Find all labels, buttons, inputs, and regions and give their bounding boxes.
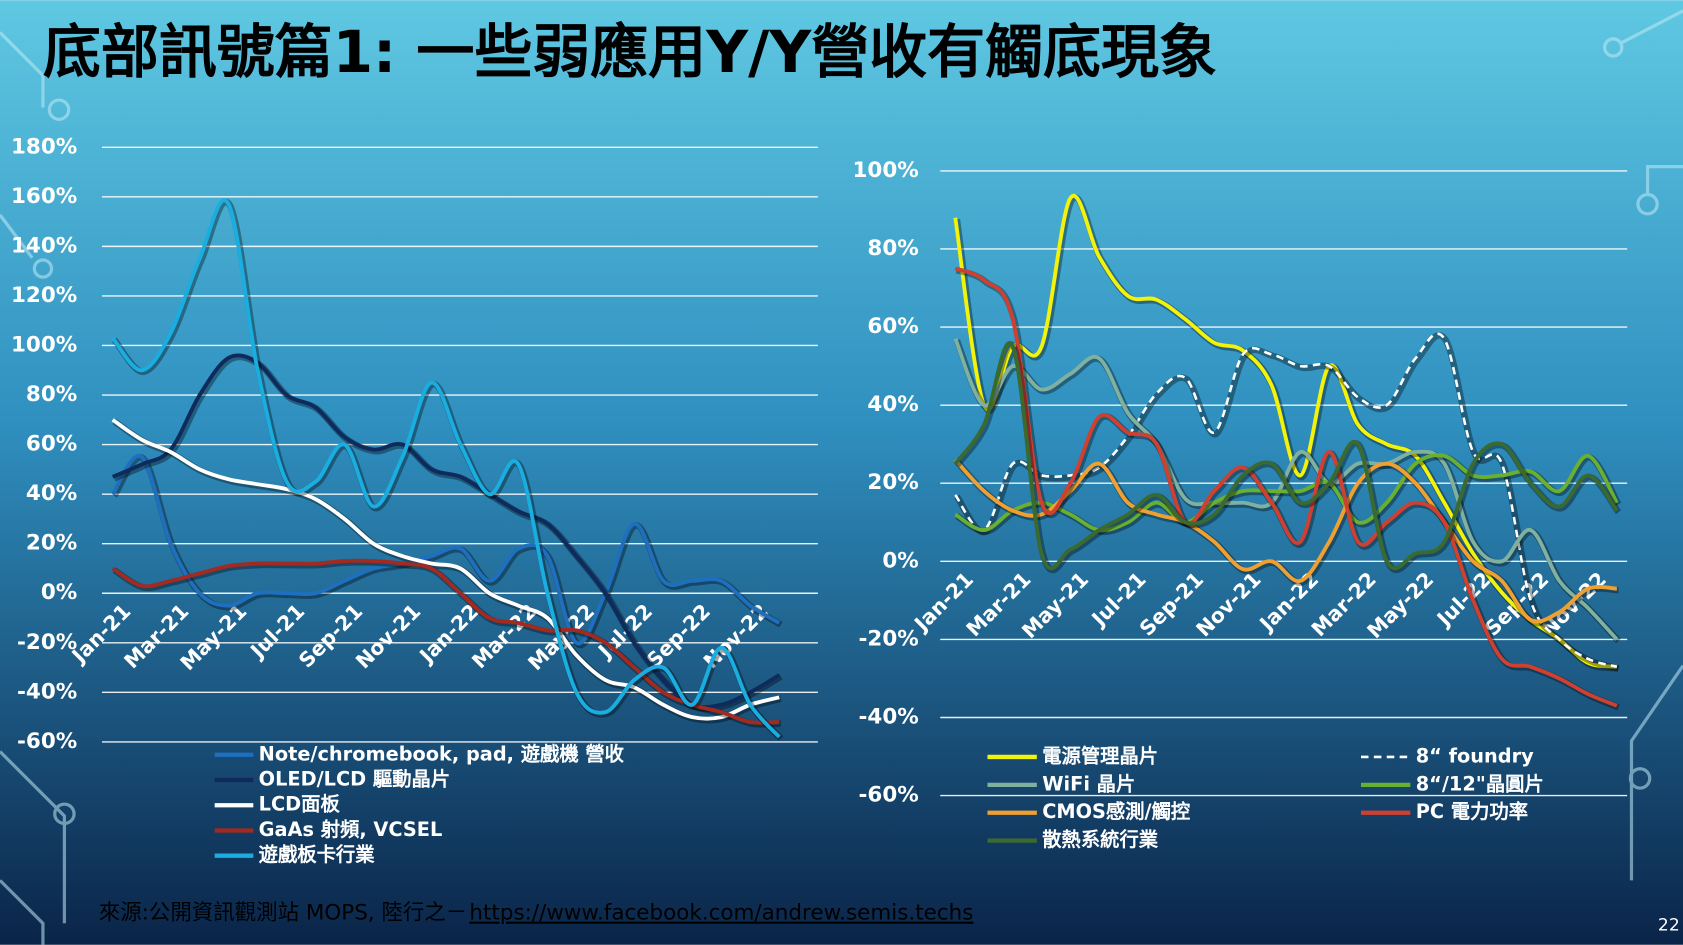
- series-line: [954, 453, 1619, 533]
- line-shadow: [953, 339, 1621, 644]
- legend-label: 8“/12"晶圓片: [1416, 772, 1544, 795]
- y-tick-label: 100%: [11, 332, 77, 357]
- y-tick-label: -40%: [17, 679, 77, 704]
- y-tick-label: 20%: [867, 470, 918, 495]
- slide-title: 底部訊號篇1: 一些弱應用Y/Y營收有觸底現象: [43, 18, 1217, 86]
- series-line: [111, 454, 781, 646]
- y-tick-label: 60%: [867, 314, 918, 339]
- legend-label: GaAs 射頻, VCSEL: [259, 818, 443, 841]
- y-tick-label: 0%: [882, 548, 918, 573]
- series-line: [953, 338, 1619, 641]
- y-tick-label: 40%: [867, 392, 918, 417]
- legend-label: 散熱系統行業: [1042, 828, 1159, 851]
- y-tick-label: 100%: [852, 158, 918, 183]
- y-tick-label: -40%: [859, 704, 919, 729]
- legend-label: 遊戲板卡行業: [259, 843, 376, 866]
- y-tick-label: 160%: [11, 184, 77, 209]
- legend-label: OLED/LCD 驅動晶片: [259, 768, 450, 791]
- y-tick-label: 40%: [26, 481, 77, 506]
- source: 來源:公開資訊觀測站 MOPS, 陸行之－: [99, 901, 468, 926]
- y-tick-label: 60%: [26, 432, 77, 457]
- circuit-decoration: [0, 9, 1683, 945]
- series-line: [111, 353, 781, 710]
- series-line: [953, 341, 1619, 571]
- source-link[interactable]: https://www.facebook.com/andrew.semis.te…: [469, 901, 973, 926]
- page-number: 22: [1658, 915, 1680, 935]
- y-tick-label: 120%: [11, 283, 77, 308]
- series-line: [111, 418, 780, 721]
- y-tick-label: 80%: [26, 382, 77, 407]
- y-tick-label: -60%: [17, 729, 77, 754]
- series-line: [954, 332, 1618, 668]
- series-line: [111, 558, 780, 725]
- legend-label: Note/chromebook, pad, 遊戲機 營收: [259, 742, 625, 765]
- legend-label: WiFi 晶片: [1042, 772, 1135, 795]
- series-line: [953, 193, 1618, 669]
- series-line: [953, 458, 1618, 624]
- y-tick-label: 20%: [26, 531, 77, 556]
- y-tick-label: 80%: [867, 236, 918, 261]
- legend-label: PC 電力功率: [1416, 800, 1528, 823]
- y-tick-label: 0%: [41, 580, 77, 605]
- series-line: [111, 198, 781, 739]
- y-tick-label: 180%: [11, 134, 77, 159]
- legend-label: LCD面板: [259, 793, 341, 816]
- legend-label: 8“ foundry: [1416, 744, 1534, 767]
- legend-label: 電源管理晶片: [1042, 744, 1158, 767]
- y-tick-label: -20%: [859, 626, 919, 651]
- y-tick-label: 140%: [11, 233, 77, 258]
- series-line: [954, 266, 1618, 708]
- y-tick-label: -60%: [859, 783, 919, 808]
- y-tick-label: -20%: [17, 630, 77, 655]
- legend-label: CMOS感測/觸控: [1042, 800, 1190, 823]
